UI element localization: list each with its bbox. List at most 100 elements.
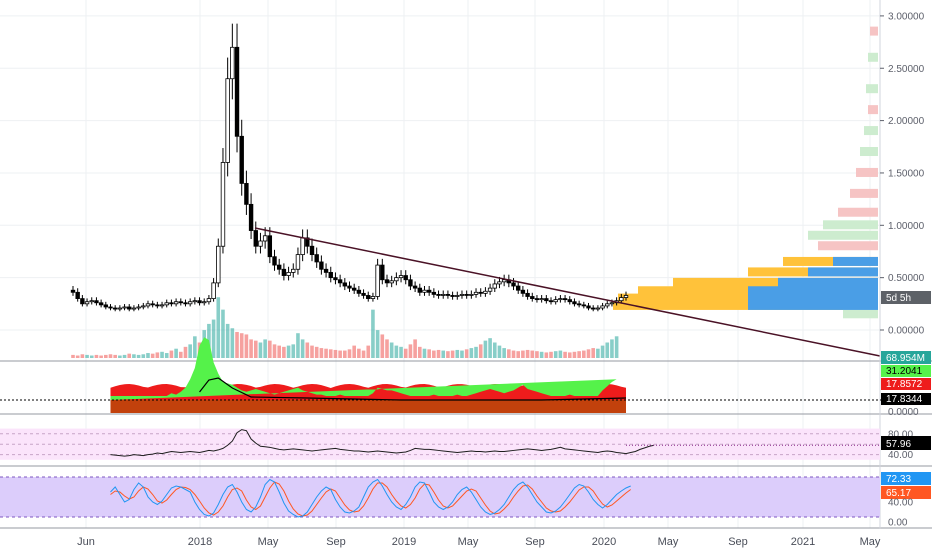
oscillator-zero-label: 0.0000	[888, 407, 919, 418]
candle-body	[619, 297, 624, 302]
volume-bar	[525, 349, 530, 358]
candle-body	[272, 256, 277, 266]
candle-body	[202, 301, 207, 304]
volume-bar	[544, 352, 549, 358]
candle-body	[314, 254, 319, 263]
candle-body	[539, 298, 544, 301]
volume-profile-value-area	[748, 300, 878, 310]
candle-body	[426, 289, 432, 293]
volume-bar	[586, 349, 591, 358]
candle-body	[356, 289, 362, 294]
volume-bar	[286, 345, 291, 358]
candle-body	[225, 78, 230, 163]
volume-bar	[150, 353, 155, 358]
date-axis-label: 2020	[592, 536, 616, 548]
volume-profile-bar	[613, 300, 878, 310]
volume-bar	[230, 328, 235, 358]
oscillator-green-area	[110, 337, 617, 400]
candle-body	[89, 300, 94, 303]
candle-body	[441, 294, 446, 296]
volume-profile-bar	[838, 207, 878, 217]
volume-bar	[136, 354, 141, 358]
volume-bar	[441, 350, 446, 358]
volume-bar	[478, 344, 483, 358]
volume-bar	[216, 297, 221, 358]
volume-bar	[385, 339, 389, 358]
volume-profile-bar	[866, 84, 878, 94]
volume-bar	[71, 354, 75, 358]
candle-body	[150, 303, 155, 306]
volume-bar	[268, 340, 272, 358]
price-tick-label: 0.00000	[888, 326, 925, 337]
candle-body	[548, 300, 554, 303]
candle-body	[122, 306, 127, 309]
candle-body	[455, 295, 460, 297]
candle-body	[309, 245, 315, 256]
volume-bar	[305, 342, 310, 358]
volume-bar	[497, 345, 502, 358]
candle-body	[530, 296, 535, 299]
candle-body	[347, 285, 352, 289]
volume-bar	[596, 348, 600, 358]
volume-bar	[249, 339, 253, 358]
volume-bar	[188, 344, 192, 358]
candle-body	[145, 303, 151, 307]
volume-bar	[446, 351, 450, 358]
candle-body	[380, 264, 385, 281]
oscillator-badge-b-bg	[881, 378, 931, 390]
volume-bar	[104, 354, 108, 358]
volume-bar	[272, 344, 277, 358]
volume-bar	[122, 354, 127, 358]
oscillator-badge-a: 31.2041	[886, 366, 923, 377]
candle-body	[80, 298, 85, 305]
volume-bar	[436, 349, 441, 358]
candle-body	[398, 275, 404, 279]
volume-bar	[572, 351, 577, 358]
volume-profile-value-area	[778, 277, 878, 287]
oscillator-badge-c: 17.8344	[886, 394, 923, 405]
volume-bar	[310, 345, 314, 358]
candle-body	[234, 46, 240, 137]
volume-bar	[432, 350, 436, 358]
volume-bar	[347, 349, 352, 358]
oscillator-badge-a-bg	[881, 365, 931, 377]
volume-bar	[474, 346, 478, 358]
volume-bar	[361, 350, 366, 358]
volume-bar	[239, 333, 244, 358]
rsi-value-badge: 57.96	[886, 439, 911, 450]
volume-profile-bar	[783, 256, 878, 266]
volume-bar	[582, 350, 586, 358]
candle-body	[450, 295, 455, 297]
volume-bar	[488, 338, 492, 358]
volume-profile-value-area	[833, 256, 878, 266]
stoch-d-badge-bg	[881, 486, 931, 499]
volume-bar	[282, 346, 286, 358]
volume-bar	[333, 349, 338, 358]
candle-body	[422, 289, 427, 293]
volume-bar	[80, 354, 85, 358]
candle-body	[609, 302, 615, 305]
volume-bar	[492, 342, 497, 358]
trendline[interactable]	[254, 227, 881, 357]
stoch-k-badge: 72.33	[886, 474, 911, 485]
candle-body	[305, 237, 310, 247]
volume-bar	[183, 346, 188, 358]
volume-bar	[614, 336, 619, 358]
volume-bar	[591, 348, 595, 358]
candle-body	[197, 300, 202, 304]
candle-body	[417, 287, 422, 293]
date-axis-label: May	[258, 536, 279, 548]
candle-body	[239, 135, 244, 184]
volume-bar	[516, 351, 521, 358]
volume-bar	[263, 339, 267, 358]
volume-bar	[535, 351, 539, 358]
candle-body	[497, 281, 502, 285]
candle-body	[623, 295, 629, 298]
price-tick-label: 0.50000	[888, 273, 925, 284]
candle-body	[445, 294, 451, 296]
candle-body	[112, 307, 118, 310]
volume-bar	[127, 353, 132, 358]
volume-bar	[408, 344, 413, 358]
